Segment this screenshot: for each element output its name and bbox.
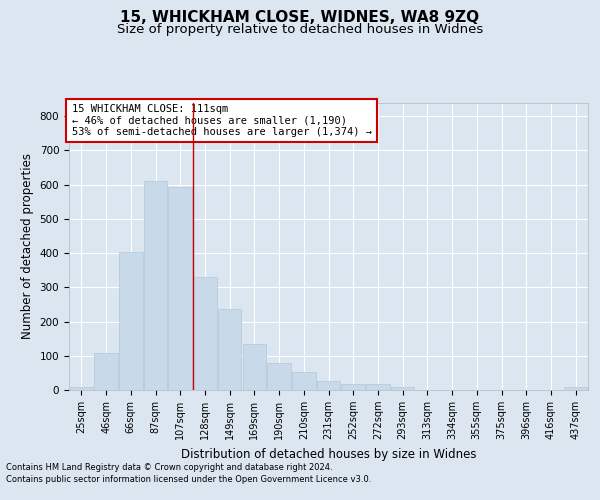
Bar [242,344,266,390]
Bar [268,364,291,390]
Bar [341,384,365,390]
Text: Contains public sector information licensed under the Open Government Licence v3: Contains public sector information licen… [6,475,371,484]
Bar [317,382,340,390]
Text: Size of property relative to detached houses in Widnes: Size of property relative to detached ho… [117,24,483,36]
X-axis label: Distribution of detached houses by size in Widnes: Distribution of detached houses by size … [181,448,476,460]
Text: Contains HM Land Registry data © Crown copyright and database right 2024.: Contains HM Land Registry data © Crown c… [6,462,332,471]
Bar [292,372,316,390]
Bar [366,384,389,390]
Bar [193,277,217,390]
Bar [70,388,93,390]
Bar [144,180,167,390]
Bar [564,388,587,390]
Bar [119,252,143,390]
Bar [169,188,192,390]
Bar [218,309,241,390]
Text: 15, WHICKHAM CLOSE, WIDNES, WA8 9ZQ: 15, WHICKHAM CLOSE, WIDNES, WA8 9ZQ [121,10,479,25]
Y-axis label: Number of detached properties: Number of detached properties [21,153,34,340]
Bar [94,354,118,390]
Bar [391,386,415,390]
Text: 15 WHICKHAM CLOSE: 111sqm
← 46% of detached houses are smaller (1,190)
53% of se: 15 WHICKHAM CLOSE: 111sqm ← 46% of detac… [71,104,371,137]
